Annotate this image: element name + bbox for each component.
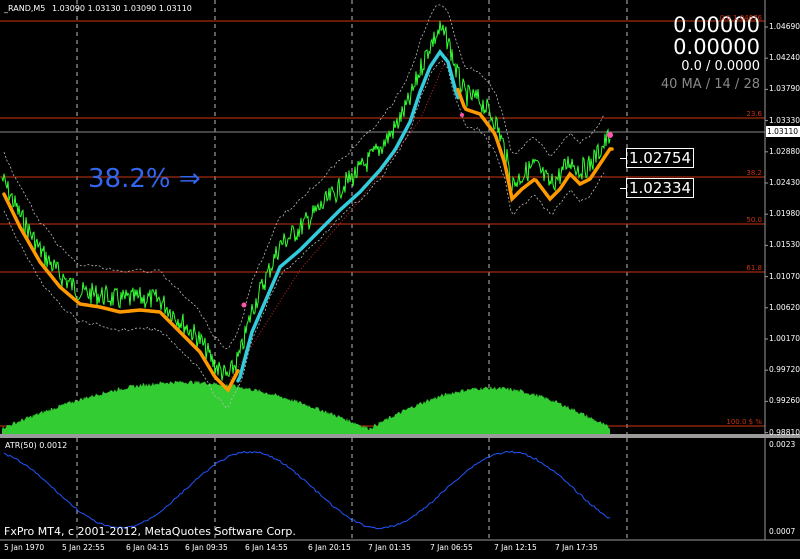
symbol-header: _RAND,M5 1.03090 1.03130 1.03090 1.03110	[4, 4, 192, 13]
indicator-axis-bottom: 0.0007	[769, 527, 796, 536]
symbol-name: _RAND,M5	[4, 4, 46, 13]
fib-label-38-2: 38.2	[746, 169, 762, 177]
trend-dotted-line	[229, 49, 451, 381]
time-axis-label: 7 Jan 12:15	[494, 543, 537, 552]
atr-line	[3, 450, 611, 530]
fib-label-50: 50.0	[746, 216, 762, 224]
fib-label-23-6: 23.6	[746, 110, 762, 118]
price-axis-label: 1.02880	[769, 146, 800, 156]
signal-marker	[241, 302, 247, 308]
info-ratio: 0.0 / 0.0000	[681, 59, 760, 74]
price-axis-label: 1.04690	[769, 22, 800, 31]
price-box-upper: 1.02754	[620, 148, 695, 168]
indicator-label: ATR(50) 0.0012	[5, 441, 68, 450]
current-price-label: 1.03110	[767, 127, 799, 136]
signal-marker	[460, 113, 464, 117]
signal-marker	[607, 132, 613, 138]
info-ma: 40 MA / 14 / 28	[660, 77, 760, 92]
info-value-2: 0.00000	[673, 35, 760, 59]
copyright-text: FxPro MT4, c 2001-2012, MetaQuotes Softw…	[4, 525, 296, 538]
time-axis-label: 6 Jan 20:15	[308, 543, 351, 552]
envelope-lower	[3, 60, 605, 409]
time-axis-label: 5 Jan 22:55	[62, 543, 105, 552]
price-box-lower-value: 1.02334	[626, 178, 695, 198]
current-price-box	[766, 126, 800, 137]
time-axis-label: 7 Jan 17:35	[555, 543, 598, 552]
moving-average-down	[2, 192, 240, 393]
main-chart-area[interactable]	[0, 0, 765, 434]
time-axis-label: 6 Jan 09:35	[185, 543, 228, 552]
price-axis-label: 1.04240	[769, 53, 800, 63]
price-axis-label: 1.00170	[769, 334, 800, 343]
price-axis-label: 0.98810	[769, 427, 800, 437]
price-axis-label: 1.01530	[769, 240, 800, 250]
price-axis-label: 1.01070	[769, 271, 800, 281]
panel-separator[interactable]	[0, 434, 800, 438]
price-box-upper-value: 1.02754	[626, 148, 695, 168]
price-axis-label: 1.00620	[769, 302, 800, 312]
fib-callout: 38.2% ⇒	[88, 164, 201, 194]
info-panel: 0.00000 0.00000 0.0 / 0.0000 40 MA / 14 …	[661, 14, 760, 94]
day-separators	[76, 0, 628, 540]
price-axis-label: 0.99260	[769, 396, 800, 406]
volume-histogram	[2, 380, 610, 434]
time-axis-label: 6 Jan 14:55	[245, 543, 288, 552]
time-axis-label: 6 Jan 04:15	[126, 543, 169, 552]
moving-average-up	[236, 49, 460, 383]
time-axis-label: 5 Jan 1970	[4, 543, 45, 552]
fib-label-0: 0.0 1.04676	[719, 14, 762, 22]
info-value-1: 0.00000	[673, 13, 760, 37]
ohlc-values: 1.03090 1.03130 1.03090 1.03110	[51, 4, 192, 13]
time-axis-label: 7 Jan 01:35	[368, 543, 411, 552]
time-axis[interactable]: 5 Jan 1970 5 Jan 22:55 6 Jan 04:15 6 Jan 09…	[0, 541, 800, 555]
price-axis-label: 1.01980	[769, 209, 800, 219]
fib-label-100: 100.0 $ %	[726, 418, 762, 426]
price-axis[interactable]: 1.04690 1.04240 1.03790 1.03330 1.02880 1.024…	[766, 0, 800, 437]
indicator-axis-top: 0.0023	[769, 440, 796, 449]
time-axis-label: 7 Jan 06:55	[430, 543, 473, 552]
price-line	[1, 20, 611, 381]
price-axis-label: 1.03330	[769, 115, 800, 125]
price-axis-label: 1.03790	[769, 84, 800, 94]
fib-label-61-8: 61.8	[746, 264, 762, 272]
price-axis-label: 0.99720	[769, 365, 800, 375]
moving-average-down-2	[456, 87, 614, 203]
price-axis-label: 1.02430	[769, 178, 800, 187]
price-box-lower: 1.02334	[620, 178, 695, 198]
